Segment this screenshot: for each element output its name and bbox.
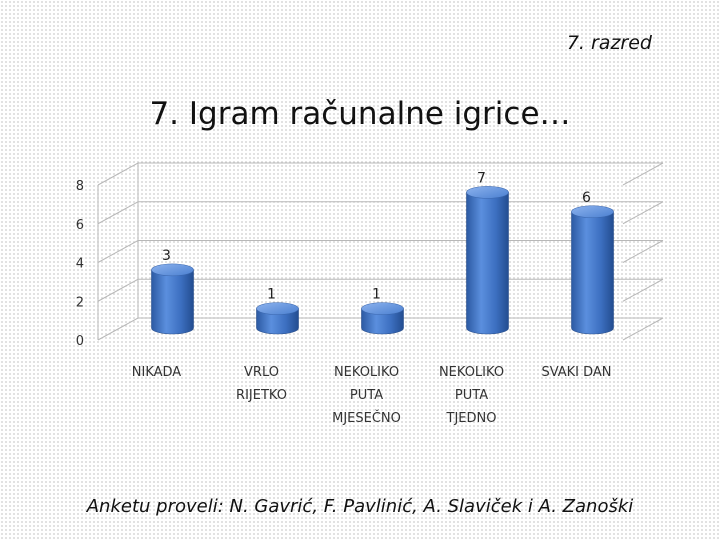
x-tick-label: NEKOLIKO (439, 365, 504, 380)
gridline-edge (622, 240, 664, 263)
x-tick-label: RIJETKO (236, 388, 287, 403)
y-tick-label: 0 (76, 334, 84, 349)
data-label: 1 (267, 287, 276, 303)
bar-top (571, 205, 614, 219)
gridline-edge (622, 162, 664, 186)
y-tick-label: 8 (76, 179, 84, 194)
bar-top (256, 302, 299, 315)
grade-label: 7. razred (566, 32, 652, 54)
x-tick-label: TJEDNO (446, 411, 497, 426)
bar (571, 205, 614, 335)
bar (466, 186, 509, 335)
bars: 3 1 1 7 6 (151, 170, 614, 335)
y-axis: 0 2 4 6 8 (76, 179, 84, 349)
x-tick-label: NEKOLIKO (334, 365, 399, 380)
x-tick-label: VRLO (244, 365, 279, 380)
gridline-edge (622, 201, 664, 225)
bar (151, 263, 194, 335)
slide-title: 7. Igram računalne igrice… (149, 96, 571, 132)
gridline-edge (622, 278, 664, 302)
y-tick-label: 4 (76, 257, 84, 272)
y-tick-label: 2 (76, 295, 84, 310)
x-tick-label: SVAKI DAN (541, 365, 611, 380)
gridline-edge (622, 317, 664, 341)
bar-top (361, 302, 404, 315)
y-tick-label: 6 (76, 218, 84, 233)
data-label: 6 (582, 190, 591, 206)
gridline (97, 162, 663, 186)
bar (256, 302, 299, 335)
data-label: 3 (162, 248, 171, 264)
bar-top (466, 186, 509, 199)
bar-body (361, 308, 404, 335)
bar (361, 302, 404, 335)
gridlines (97, 162, 664, 341)
data-label: 1 (372, 287, 381, 303)
x-tick-label: PUTA (455, 388, 488, 403)
bar-body (151, 269, 194, 335)
bar-top (151, 263, 194, 277)
data-label: 7 (477, 170, 486, 186)
bar-body (256, 308, 299, 335)
x-tick-label: MJESEČNO (332, 410, 401, 426)
x-axis-labels: NIKADA VRLO RIJETKO NEKOLIKO PUTA MJESEČNO NEK… (132, 365, 612, 426)
x-tick-label: NIKADA (132, 365, 182, 380)
x-tick-label: PUTA (350, 388, 383, 403)
bar-body (466, 192, 509, 335)
bar-chart: 0 2 4 6 8 3 1 1 7 6 NIKADA VRLO RIJETKO NEKOLIKO PUT… (76, 162, 664, 426)
survey-credits: Anketu proveli: N. Gavrić, F. Pavlinić, … (86, 496, 634, 517)
bar-body (571, 211, 614, 335)
